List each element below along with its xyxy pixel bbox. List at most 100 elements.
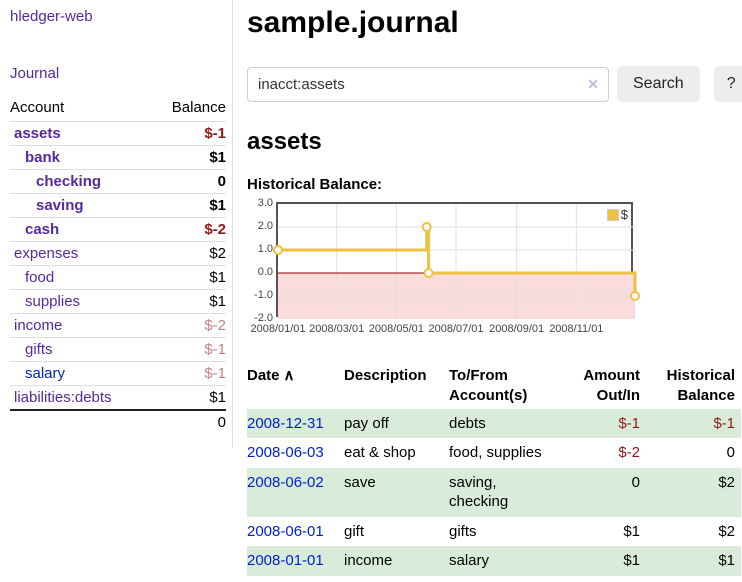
account-link-cash[interactable]: cash (25, 221, 60, 238)
account-name-cell: saving (10, 193, 151, 218)
account-link-checking[interactable]: checking (36, 173, 102, 190)
account-name-cell: income (10, 313, 151, 338)
search-button[interactable]: Search (617, 66, 700, 102)
account-balance: $1 (150, 385, 226, 410)
transaction-accounts: debts (449, 414, 486, 432)
account-balance: $1 (150, 145, 226, 170)
transaction-date-cell: 2008-06-02 (247, 468, 344, 517)
account-balance: $2 (150, 241, 226, 266)
transaction-accounts: saving, checking (449, 473, 509, 511)
account-balance: $-2 (150, 217, 226, 242)
header-accounts: To/From Account(s) (449, 364, 561, 409)
account-name-cell: salary (10, 361, 151, 386)
transaction-description: pay off (344, 414, 389, 432)
register-header-row: Date ∧ Description To/From Account(s) Amo… (247, 364, 741, 409)
y-axis-tick: 0.0 (257, 266, 273, 278)
transaction-date-cell: 2008-12-31 (247, 409, 344, 439)
account-link-gifts[interactable]: gifts (25, 341, 53, 358)
account-row: bank $1 (10, 145, 226, 170)
account-row: income $-2 (10, 313, 226, 338)
account-link-food[interactable]: food (25, 269, 55, 286)
transaction-amount: $1 (623, 552, 640, 569)
account-name-cell: bank (10, 145, 151, 170)
account-name-cell: assets (10, 121, 151, 146)
journal-link[interactable]: Journal (10, 65, 60, 82)
transaction-date-link[interactable]: 2008-06-02 (247, 473, 324, 491)
account-link-income[interactable]: income (14, 317, 63, 334)
transaction-description: eat & shop (344, 444, 416, 461)
chart-title: Historical Balance: (247, 176, 383, 193)
app-title-link[interactable]: hledger-web (10, 8, 93, 25)
header-date[interactable]: Date ∧ (247, 364, 344, 409)
account-row: food $1 (10, 265, 226, 290)
help-button[interactable]: ? (713, 66, 742, 102)
x-axis-tick: 2008/07/01 (428, 323, 484, 335)
account-row: expenses $2 (10, 241, 226, 266)
transaction-amount: $-2 (618, 444, 640, 461)
y-axis-tick: -1.0 (254, 289, 273, 301)
transaction-description: gift (344, 522, 365, 540)
transaction-date-link[interactable]: 2008-12-31 (247, 414, 324, 432)
plot-area: $ (273, 202, 640, 319)
account-link-expenses[interactable]: expenses (14, 245, 79, 262)
header-accounts-line1: To/From (449, 367, 508, 384)
transaction-row: 2008-06-02 save saving, checking 0 $2 (247, 467, 741, 517)
account-link-supplies[interactable]: supplies (25, 293, 81, 310)
account-name-cell: cash (10, 217, 151, 242)
header-accounts-line2: Account(s) (449, 387, 528, 405)
transaction-description: save (344, 473, 376, 491)
transaction-balance: $2 (718, 473, 735, 491)
register-table: Date ∧ Description To/From Account(s) Amo… (247, 364, 741, 576)
account-link-bank[interactable]: bank (25, 149, 61, 166)
chart-legend: $ (606, 207, 628, 222)
account-balance: $1 (150, 193, 226, 218)
transaction-description: income (344, 552, 393, 569)
account-link-saving[interactable]: saving (36, 197, 84, 214)
x-axis-tick: 2008/01/01 (250, 323, 306, 335)
account-name-cell: gifts (10, 337, 151, 362)
account-link-salary[interactable]: salary (25, 365, 66, 382)
transaction-balance: $1 (718, 552, 735, 569)
accounts-total-row: 0 (10, 409, 226, 434)
transaction-date-link[interactable]: 2008-06-01 (247, 522, 324, 540)
header-description: Description (344, 367, 427, 384)
account-row: cash $-2 (10, 217, 226, 242)
search-input[interactable] (247, 66, 609, 102)
account-balance: $-1 (150, 337, 226, 362)
header-balance-line2: Balance (677, 387, 735, 405)
transaction-balance: $-1 (713, 414, 735, 432)
transaction-amount: $1 (623, 522, 640, 540)
sort-ascending-icon: ∧ (283, 367, 295, 384)
account-balance: $1 (150, 265, 226, 290)
x-axis-tick: 2008/05/01 (368, 323, 424, 335)
header-balance-line1: Historical (666, 367, 735, 384)
transaction-date-link[interactable]: 2008-06-03 (247, 444, 324, 461)
y-axis-tick: 1.0 (257, 243, 273, 255)
page-title: sample.journal (247, 6, 459, 39)
header-balance: Historical Balance (647, 364, 741, 409)
account-row: assets $-1 (10, 121, 226, 146)
account-name-cell: supplies (10, 289, 151, 314)
balance-line-chart (273, 204, 640, 319)
account-balance: $-2 (150, 313, 226, 338)
header-amount-line2: Out/In (596, 387, 640, 405)
y-axis-tick: 2.0 (257, 220, 273, 232)
search-form: ✕ Search ? (247, 66, 742, 102)
transaction-accounts: salary (449, 552, 490, 569)
transaction-row: 2008-01-01 income salary $1 $1 (247, 546, 741, 576)
transaction-date-link[interactable]: 2008-01-01 (247, 552, 324, 569)
account-name-cell: checking (10, 169, 151, 194)
account-balance: $-1 (150, 361, 226, 386)
legend-label: $ (620, 207, 628, 222)
account-row: salary $-1 (10, 361, 226, 386)
account-link-assets[interactable]: assets (14, 125, 61, 142)
legend-swatch-icon (606, 208, 619, 221)
transaction-date-cell: 2008-01-01 (247, 546, 344, 576)
accounts-header-balance: Balance (171, 99, 226, 116)
account-row: saving $1 (10, 193, 226, 218)
account-link-liabilities-debts[interactable]: liabilities:debts (14, 389, 112, 406)
accounts-total-spacer (10, 409, 151, 434)
transaction-row: 2008-06-03 eat & shop food, supplies $-2 0 (247, 438, 741, 468)
clear-search-icon[interactable]: ✕ (587, 75, 599, 92)
